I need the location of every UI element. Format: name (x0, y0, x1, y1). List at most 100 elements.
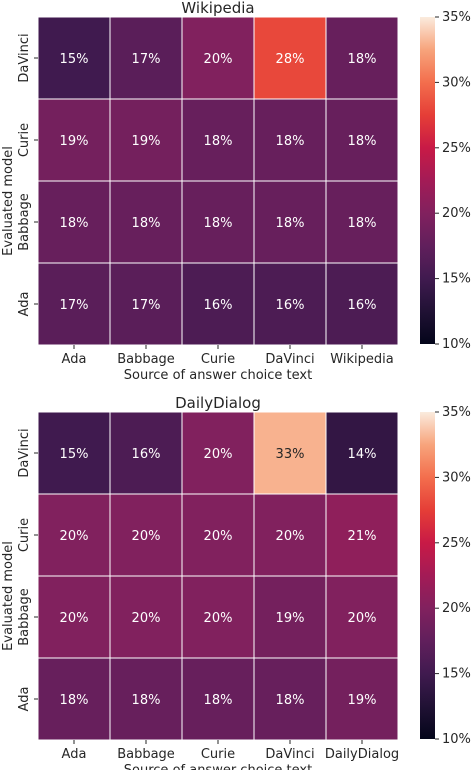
panel1-cell-r0-c2 (181, 16, 255, 100)
panel1-cell-r0-c0 (37, 16, 111, 100)
panel2-cell-label-r1-c1: 20% (132, 529, 161, 544)
panel1-cell-label-r2-c4: 18% (348, 216, 377, 231)
panel2-cell-label-r3-c4: 19% (348, 693, 377, 708)
panel2-cell-label-r3-c3: 18% (276, 693, 305, 708)
panel2-cell-label-r2-c0: 20% (60, 611, 89, 626)
panel1-cell-r0-c4 (325, 16, 399, 100)
panel2-cell-label-r1-c3: 20% (276, 529, 305, 544)
panel1-cell-label-r0-c1: 17% (132, 52, 161, 67)
panel1-cell-r1-c4 (325, 98, 399, 182)
panel2-cell-r0-c3 (253, 411, 327, 495)
panel2-cell-r3-c3 (253, 657, 327, 741)
panel1-colorbar-tick-label: 20% (442, 206, 471, 221)
panel2-cell-label-r2-c1: 20% (132, 611, 161, 626)
panel1-cell-r3-c3 (253, 262, 327, 346)
panel1-cell-r2-c1 (109, 180, 183, 264)
panel2-cell-r0-c0 (37, 411, 111, 495)
panel1-cell-r3-c4 (325, 262, 399, 346)
panel2-cell-label-r3-c0: 18% (60, 693, 89, 708)
panel2-cell-r2-c2 (181, 575, 255, 659)
panel1-cell-r3-c2 (181, 262, 255, 346)
panel2-cell-label-r2-c2: 20% (204, 611, 233, 626)
panel2-y-tick-label: Ada (17, 687, 32, 712)
panel1-cell-label-r1-c0: 19% (60, 134, 89, 149)
panel2-cell-r3-c2 (181, 657, 255, 741)
panel2-cell-r2-c4 (325, 575, 399, 659)
panel1-colorbar-tick-label: 30% (442, 75, 471, 90)
panel2-cell-r3-c1 (109, 657, 183, 741)
panel1-y-tick-label: Ada (17, 292, 32, 317)
panel2-colorbar-tick-label: 15% (442, 667, 471, 682)
panel1-cell-label-r1-c3: 18% (276, 134, 305, 149)
panel2-x-tick-label: Babbage (117, 747, 175, 762)
panel2-cell-label-r0-c1: 16% (132, 447, 161, 462)
panel1-chart-title: Wikipedia (181, 0, 254, 17)
panel1-y-tick-label: Curie (17, 123, 32, 157)
panel2-cell-label-r2-c4: 20% (348, 611, 377, 626)
panel1-colorbar-tick-label: 25% (442, 141, 471, 156)
panel1-x-tick-label: DaVinci (265, 352, 314, 367)
panel1-y-axis-label: Evaluated model (1, 146, 16, 256)
panel2-cell-r1-c2 (181, 493, 255, 577)
panel1-cell-label-r3-c4: 16% (348, 298, 377, 313)
panel1-x-tick-label: Babbage (117, 352, 175, 367)
panel1-cell-r3-c1 (109, 262, 183, 346)
panel2-cell-r0-c2 (181, 411, 255, 495)
panel2-cell-label-r0-c4: 14% (348, 447, 377, 462)
panel2-cell-label-r2-c3: 19% (276, 611, 305, 626)
panel1-cell-label-r1-c1: 19% (132, 134, 161, 149)
panel1-cell-label-r2-c0: 18% (60, 216, 89, 231)
panel1-cell-r2-c2 (181, 180, 255, 264)
panel1-cell-r1-c0 (37, 98, 111, 182)
panel2-x-tick-label: Ada (62, 747, 87, 762)
panel2-colorbar-tick-label: 35% (442, 405, 471, 420)
panel1-cell-label-r2-c2: 18% (204, 216, 233, 231)
panel1-colorbar-tick-label: 10% (442, 337, 471, 352)
panel1-cell-label-r3-c0: 17% (60, 298, 89, 313)
panel2-x-tick-label: Curie (201, 747, 235, 762)
panel2-cell-r2-c1 (109, 575, 183, 659)
panel1-cell-label-r3-c1: 17% (132, 298, 161, 313)
panel2-x-tick-label: DailyDialog (325, 747, 399, 762)
panel1-colorbar-tick-label: 15% (442, 272, 471, 287)
panel1-x-tick-label: Ada (62, 352, 87, 367)
panel1-colorbar (420, 17, 435, 344)
panel1-cell-r0-c3 (253, 16, 327, 100)
panel2-cell-r3-c4 (325, 657, 399, 741)
panel2-x-axis-label: Source of answer choice text (124, 763, 312, 770)
panel2-cell-label-r0-c0: 15% (60, 447, 89, 462)
panel2-colorbar (420, 412, 435, 739)
panel1-x-tick-label: Wikipedia (330, 352, 393, 367)
panel2-y-tick-label: DaVinci (17, 428, 32, 477)
panel1-x-tick-label: Curie (201, 352, 235, 367)
panel1-cell-r0-c1 (109, 16, 183, 100)
panel1-cell-label-r2-c3: 18% (276, 216, 305, 231)
panel1-cell-label-r3-c2: 16% (204, 298, 233, 313)
panel1-y-tick-label: Babbage (17, 193, 32, 251)
panel2-cell-r1-c1 (109, 493, 183, 577)
panel2-x-tick-label: DaVinci (265, 747, 314, 762)
panel2-colorbar-tick-label: 25% (442, 536, 471, 551)
panel1-cell-label-r0-c2: 20% (204, 52, 233, 67)
panel1-x-axis-label: Source of answer choice text (124, 368, 312, 383)
panel2-cell-label-r1-c0: 20% (60, 529, 89, 544)
panel2-cell-label-r0-c2: 20% (204, 447, 233, 462)
panel1-colorbar-tick-label: 35% (442, 10, 471, 25)
panel1-cell-label-r0-c3: 28% (276, 52, 305, 67)
panel2-colorbar-tick-label: 30% (442, 470, 471, 485)
panel1-cell-label-r1-c4: 18% (348, 134, 377, 149)
panel1-cell-r2-c4 (325, 180, 399, 264)
panel2-cell-label-r3-c1: 18% (132, 693, 161, 708)
panel2-chart-title: DailyDialog (175, 394, 261, 412)
panel2-y-tick-label: Babbage (17, 588, 32, 646)
panel2-cell-r1-c4 (325, 493, 399, 577)
panel2-colorbar-tick-label: 10% (442, 732, 471, 747)
panel1-cell-label-r1-c2: 18% (204, 134, 233, 149)
panel1-cell-label-r2-c1: 18% (132, 216, 161, 231)
panel1-y-tick-label: DaVinci (17, 33, 32, 82)
panel1-cell-label-r0-c0: 15% (60, 52, 89, 67)
panel2-y-tick-label: Curie (17, 518, 32, 552)
panel2-cell-label-r1-c2: 20% (204, 529, 233, 544)
